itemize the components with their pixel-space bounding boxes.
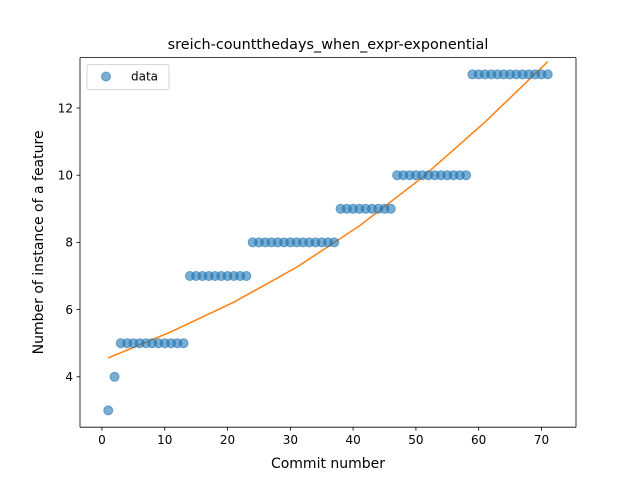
- y-tick-label: 6: [65, 303, 73, 317]
- y-tick-label: 8: [65, 236, 73, 250]
- x-tick-label: 0: [98, 433, 106, 447]
- data-point: [241, 271, 252, 281]
- data-point: [103, 405, 114, 416]
- x-tick-label: 10: [157, 433, 172, 447]
- legend: data: [86, 64, 170, 90]
- x-tick-label: 40: [345, 433, 360, 447]
- y-tick-label: 10: [58, 169, 73, 183]
- legend-frame: [86, 64, 170, 90]
- data-point: [542, 69, 553, 80]
- x-axis-label: Commit number: [271, 456, 385, 472]
- x-tick-label: 50: [408, 433, 423, 447]
- x-tick-label: 20: [220, 433, 235, 447]
- data-point: [461, 170, 472, 181]
- y-axis-ticks: 4 6 8 10 12: [58, 101, 80, 384]
- x-tick-label: 70: [534, 433, 549, 447]
- y-tick-label: 4: [65, 370, 73, 384]
- data-point: [109, 371, 120, 382]
- data-point: [385, 203, 396, 214]
- data-point: [329, 237, 340, 248]
- data-point: [178, 338, 189, 349]
- y-tick-label: 12: [58, 101, 73, 115]
- x-tick-label: 30: [283, 433, 298, 447]
- y-axis-label: Number of instance of a feature: [31, 130, 47, 354]
- chart-title: sreich-countthedays_when_expr-exponentia…: [168, 37, 489, 53]
- x-axis-ticks: 0 10 20 30 40 50 60 70: [98, 427, 549, 447]
- x-tick-label: 60: [471, 433, 486, 447]
- data-points-layer: [103, 69, 553, 416]
- legend-marker-data: [101, 71, 111, 82]
- legend-label-data: data: [131, 70, 158, 84]
